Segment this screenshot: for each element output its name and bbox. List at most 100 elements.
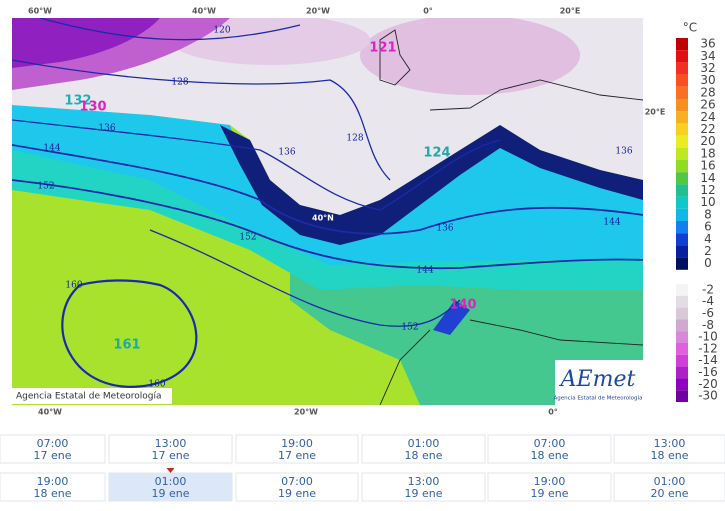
legend-swatch — [676, 111, 688, 124]
map — [12, 18, 643, 405]
legend-swatch — [676, 307, 688, 320]
pressure-center: 121 — [369, 41, 396, 56]
contour-label: 144 — [416, 266, 433, 276]
slot-date: 19 ene — [530, 487, 568, 500]
legend-label: 12 — [700, 183, 715, 197]
graticule-label: 20°W — [294, 408, 318, 417]
legend-label: 20 — [700, 134, 715, 148]
slot-date: 17 ene — [278, 449, 316, 462]
legend-swatch — [676, 319, 688, 332]
button-bg — [235, 472, 359, 502]
graticule-label: 40°W — [38, 408, 62, 417]
legend-swatch — [676, 343, 688, 355]
legend-label: 2 — [704, 244, 712, 258]
pressure-center: 140 — [449, 298, 476, 313]
contour-label: 136 — [98, 124, 115, 134]
slot-time: 07:00 — [37, 437, 69, 450]
contour-label: 152 — [37, 182, 54, 192]
pressure-center: 132 — [64, 94, 91, 109]
legend-swatch — [676, 147, 688, 160]
legend-swatch — [676, 86, 688, 99]
contour-label: 136 — [436, 224, 453, 234]
legend-swatch — [676, 196, 688, 209]
button-bg — [0, 434, 106, 464]
credit-box — [12, 388, 172, 404]
button-bg — [487, 434, 612, 464]
legend-label: 16 — [700, 159, 715, 173]
button-bg — [613, 472, 725, 502]
slot-date: 18 ene — [530, 449, 568, 462]
legend-swatch — [676, 284, 688, 296]
slot-time: 13:00 — [155, 437, 187, 450]
legend-label: 18 — [700, 146, 715, 160]
legend-label: -16 — [698, 365, 718, 379]
legend-swatch — [676, 331, 688, 343]
legend-swatch — [676, 221, 688, 234]
contour-label: 128 — [171, 78, 188, 88]
legend-swatch — [676, 257, 688, 270]
legend-swatch — [676, 74, 688, 87]
logo: AEmet Agencia Estatal de Meteorología — [554, 367, 643, 402]
graticule-label: 20°E — [560, 7, 581, 16]
slot-time: 19:00 — [281, 437, 313, 450]
legend-label: -12 — [698, 341, 718, 355]
button-bg — [361, 434, 486, 464]
button-bg — [487, 472, 612, 502]
legend-swatch — [676, 172, 688, 185]
slot-time: 13:00 — [408, 475, 440, 488]
contour-label: 128 — [346, 134, 363, 144]
legend-label: -14 — [698, 353, 718, 367]
legend-swatch — [676, 390, 688, 402]
legend-swatch — [676, 354, 688, 367]
slot-date: 17 ene — [33, 449, 71, 462]
legend-swatch — [676, 378, 688, 391]
button-bg — [0, 472, 106, 502]
legend-swatch — [676, 38, 688, 51]
legend-label: -8 — [702, 318, 714, 332]
legend-label: 24 — [700, 110, 715, 124]
slot-time: 01:00 — [408, 437, 440, 450]
legend-label: 34 — [700, 49, 715, 63]
slot-time: 19:00 — [534, 475, 566, 488]
legend-swatch — [676, 233, 688, 246]
legend-label: -20 — [698, 377, 718, 391]
contour-label: 120 — [213, 26, 230, 36]
slot-time: 01:00 — [155, 475, 187, 488]
legend-swatch — [676, 184, 688, 197]
legend-label: 26 — [700, 98, 715, 112]
slot-time: 01:00 — [654, 475, 686, 488]
legend-unit: °C — [683, 21, 697, 35]
legend-label: 14 — [700, 171, 715, 185]
slot-date: 19 ene — [278, 487, 316, 500]
legend-label: -2 — [702, 282, 714, 296]
button-bg — [235, 434, 359, 464]
slot-date: 19 ene — [404, 487, 442, 500]
graticule-label: 40°W — [192, 7, 216, 16]
graticule-label: 0° — [423, 7, 433, 16]
legend-swatch — [676, 50, 688, 63]
credit: Agencia Estatal de Meteorología — [16, 392, 162, 402]
contour-label: 152 — [239, 233, 256, 243]
latitude-label: 40°N — [312, 214, 334, 223]
legend-label: 8 — [704, 207, 712, 221]
contour-label: 160 — [148, 380, 165, 390]
button-bg — [361, 472, 486, 502]
legend-label: 10 — [700, 195, 715, 209]
slot-time: 07:00 — [281, 475, 313, 488]
logo-subtitle: Agencia Estatal de Meteorología — [554, 395, 643, 402]
slot-date: 18 ene — [650, 449, 688, 462]
contour-label: 136 — [615, 147, 632, 157]
